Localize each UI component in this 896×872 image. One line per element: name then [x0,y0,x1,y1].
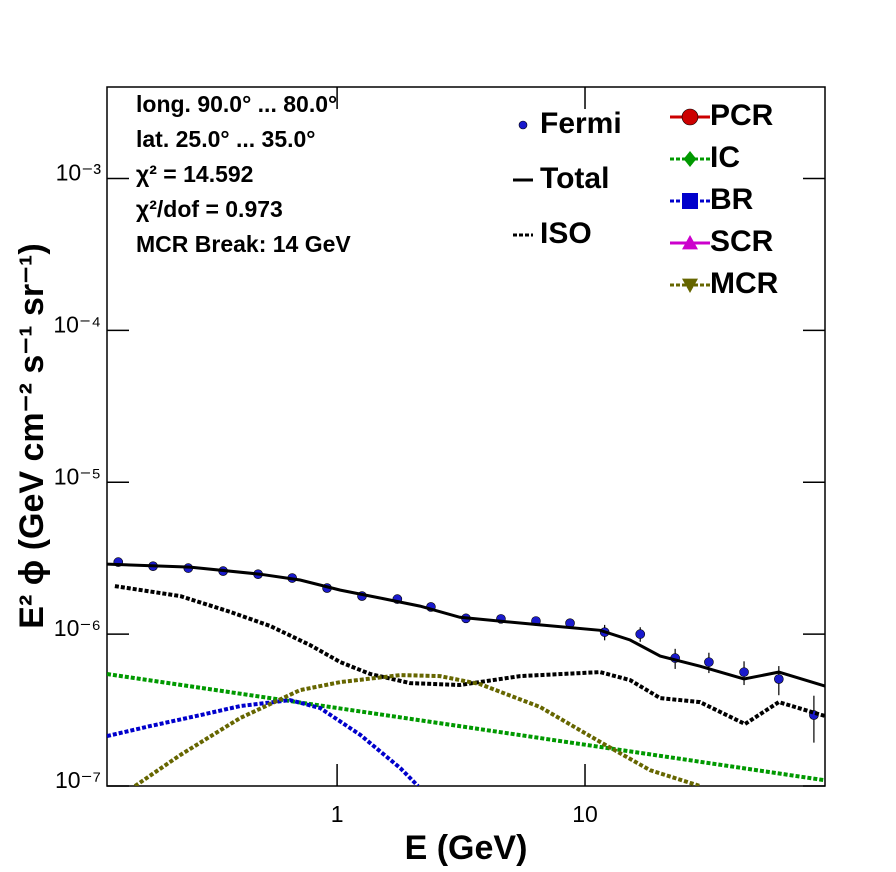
y-tick-label: 10⁻⁵ [54,463,101,489]
legend-label: Fermi [540,107,622,140]
y-tick-label: 10⁻³ [56,160,102,186]
legend-marker [518,120,528,130]
y-axis-title: E² ϕ (GeV cm⁻² s⁻¹ sr⁻¹) [13,243,51,628]
legend-marker [682,235,698,250]
legend-label: ISO [540,217,592,250]
marker [739,667,749,677]
legend-label: MCR [710,267,779,300]
legend-marker [683,151,697,167]
legend-marker [681,108,699,126]
legend-label: PCR [710,99,774,132]
legend-label: Total [540,162,609,195]
legend-marker [682,278,698,293]
annotation: long. 90.0° ... 80.0° [136,91,337,117]
marker [704,657,714,667]
plot-frame [106,86,826,787]
series-line [114,584,825,727]
series-line [133,673,701,786]
x-tick-label: 10 [572,801,598,827]
marker [774,674,784,684]
series-line [107,562,825,688]
y-tick-label: 10⁻⁷ [55,767,101,793]
annotation: χ²/dof = 0.973 [136,196,283,222]
series-line [107,698,420,786]
legend-label: SCR [710,225,774,258]
x-axis-title: E (GeV) [405,829,528,867]
x-tick-label: 1 [331,801,344,827]
annotation: MCR Break: 14 GeV [136,231,351,257]
annotation: χ² = 14.592 [136,161,253,187]
y-tick-label: 10⁻⁶ [54,615,101,641]
legend-label: BR [710,183,754,216]
annotation: lat. 25.0° ... 35.0° [136,126,316,152]
legend-marker [682,193,698,209]
y-tick-label: 10⁻⁴ [53,311,101,337]
series-line [107,672,825,783]
legend-label: IC [710,141,740,174]
marker [635,629,646,639]
